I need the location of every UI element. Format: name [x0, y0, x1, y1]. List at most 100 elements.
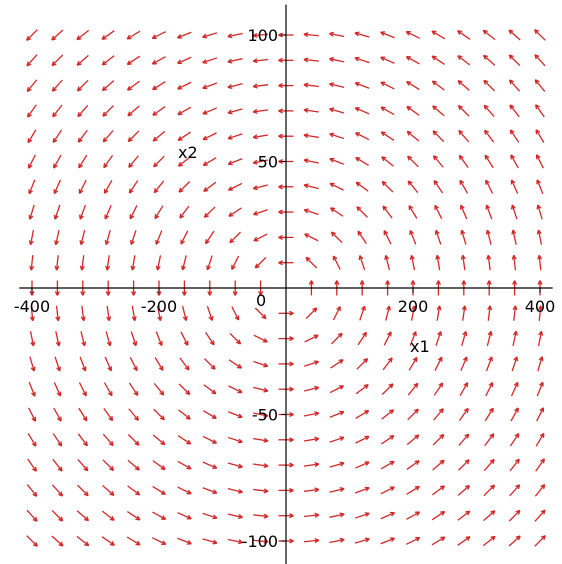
- field-arrow: [52, 433, 63, 447]
- arrow-shaft: [178, 409, 191, 420]
- arrow-shaft: [53, 179, 62, 194]
- arrow-head: [152, 110, 156, 116]
- arrow-shaft: [485, 356, 493, 372]
- field-arrow: [484, 129, 495, 143]
- arrow-shaft: [436, 305, 441, 321]
- arrow-head: [82, 392, 87, 397]
- arrow-head: [361, 280, 365, 285]
- arrow-head: [28, 240, 32, 245]
- arrow-head: [178, 187, 182, 193]
- arrow-shaft: [76, 54, 89, 66]
- field-arrow: [102, 105, 114, 117]
- arrow-shaft: [103, 179, 113, 194]
- arrow-head: [56, 392, 61, 397]
- field-arrow: [27, 433, 37, 447]
- arrow-shaft: [103, 408, 114, 421]
- arrow-shaft: [406, 106, 420, 116]
- arrow-head: [441, 459, 445, 465]
- arrow-head: [29, 316, 34, 322]
- arrow-shaft: [329, 133, 345, 140]
- arrow-shaft: [510, 407, 519, 422]
- arrow-head: [409, 229, 414, 234]
- arrow-shaft: [355, 157, 369, 166]
- field-arrow: [381, 409, 395, 420]
- field-arrow: [177, 512, 192, 520]
- arrow-shaft: [78, 407, 88, 422]
- field-arrow: [28, 179, 36, 195]
- field-arrow: [355, 157, 369, 166]
- field-arrow: [76, 54, 89, 66]
- arrow-head: [252, 58, 258, 62]
- arrow-head: [543, 535, 546, 541]
- arrow-head: [32, 544, 38, 547]
- field-arrow: [509, 104, 520, 118]
- field-arrow: [253, 334, 268, 343]
- arrow-shaft: [303, 386, 319, 392]
- arrow-head: [329, 82, 335, 85]
- arrow-shaft: [485, 382, 494, 397]
- arrow-shaft: [407, 408, 419, 421]
- arrow-head: [543, 484, 546, 490]
- arrow-shaft: [380, 512, 395, 520]
- arrow-shaft: [303, 33, 319, 37]
- arrow-shaft: [380, 106, 395, 116]
- arrow-shaft: [55, 255, 59, 271]
- field-arrow: [407, 408, 419, 421]
- arrow-head: [492, 408, 494, 413]
- arrow-shaft: [380, 131, 395, 141]
- arrow-shaft: [131, 305, 136, 321]
- arrow-shaft: [202, 512, 218, 519]
- arrow-head: [134, 443, 140, 446]
- arrow-head: [289, 388, 294, 392]
- arrow-shaft: [126, 536, 141, 546]
- field-arrow: [254, 307, 267, 320]
- arrow-head: [105, 291, 109, 296]
- arrow-shaft: [383, 230, 392, 245]
- arrow-shaft: [27, 104, 37, 118]
- field-arrow: [354, 56, 370, 64]
- arrow-head: [516, 356, 519, 362]
- arrow-shaft: [178, 383, 191, 395]
- arrow-shaft: [508, 29, 521, 41]
- arrow-head: [466, 408, 469, 413]
- y-tick-label: 50: [258, 153, 278, 172]
- arrow-shaft: [406, 537, 420, 545]
- field-arrow: [26, 484, 38, 497]
- field-arrow: [534, 509, 546, 522]
- arrow-head: [206, 265, 209, 270]
- arrow-head: [416, 408, 419, 414]
- arrow-head: [185, 417, 191, 420]
- arrow-head: [227, 186, 232, 191]
- arrow-shaft: [383, 331, 392, 346]
- arrow-shaft: [434, 205, 443, 220]
- arrow-shaft: [537, 204, 543, 220]
- arrow-shaft: [227, 513, 243, 518]
- arrow-head: [254, 263, 258, 269]
- field-arrow: [304, 360, 319, 367]
- field-arrow: [457, 536, 471, 546]
- arrow-head: [467, 510, 471, 516]
- arrow-head: [158, 342, 163, 347]
- arrow-shaft: [354, 487, 370, 494]
- arrow-head: [407, 155, 413, 159]
- field-arrow: [435, 331, 442, 346]
- arrow-shaft: [55, 229, 60, 245]
- arrow-head: [263, 465, 269, 469]
- arrow-shaft: [432, 105, 445, 117]
- y-tick-label: -50: [252, 406, 278, 425]
- arrow-head: [416, 486, 420, 491]
- arrow-head: [289, 515, 294, 519]
- arrow-head: [340, 539, 345, 543]
- arrow-head: [289, 413, 294, 418]
- arrow-head: [83, 468, 89, 472]
- field-arrow: [253, 513, 269, 519]
- field-arrow: [460, 229, 467, 245]
- arrow-head: [535, 104, 540, 108]
- arrow-shaft: [52, 458, 63, 472]
- field-arrow: [76, 29, 90, 41]
- arrow-head: [31, 417, 36, 422]
- arrow-shaft: [254, 307, 267, 320]
- field-arrow: [76, 535, 90, 547]
- arrow-head: [289, 439, 294, 443]
- field-arrow: [487, 305, 493, 321]
